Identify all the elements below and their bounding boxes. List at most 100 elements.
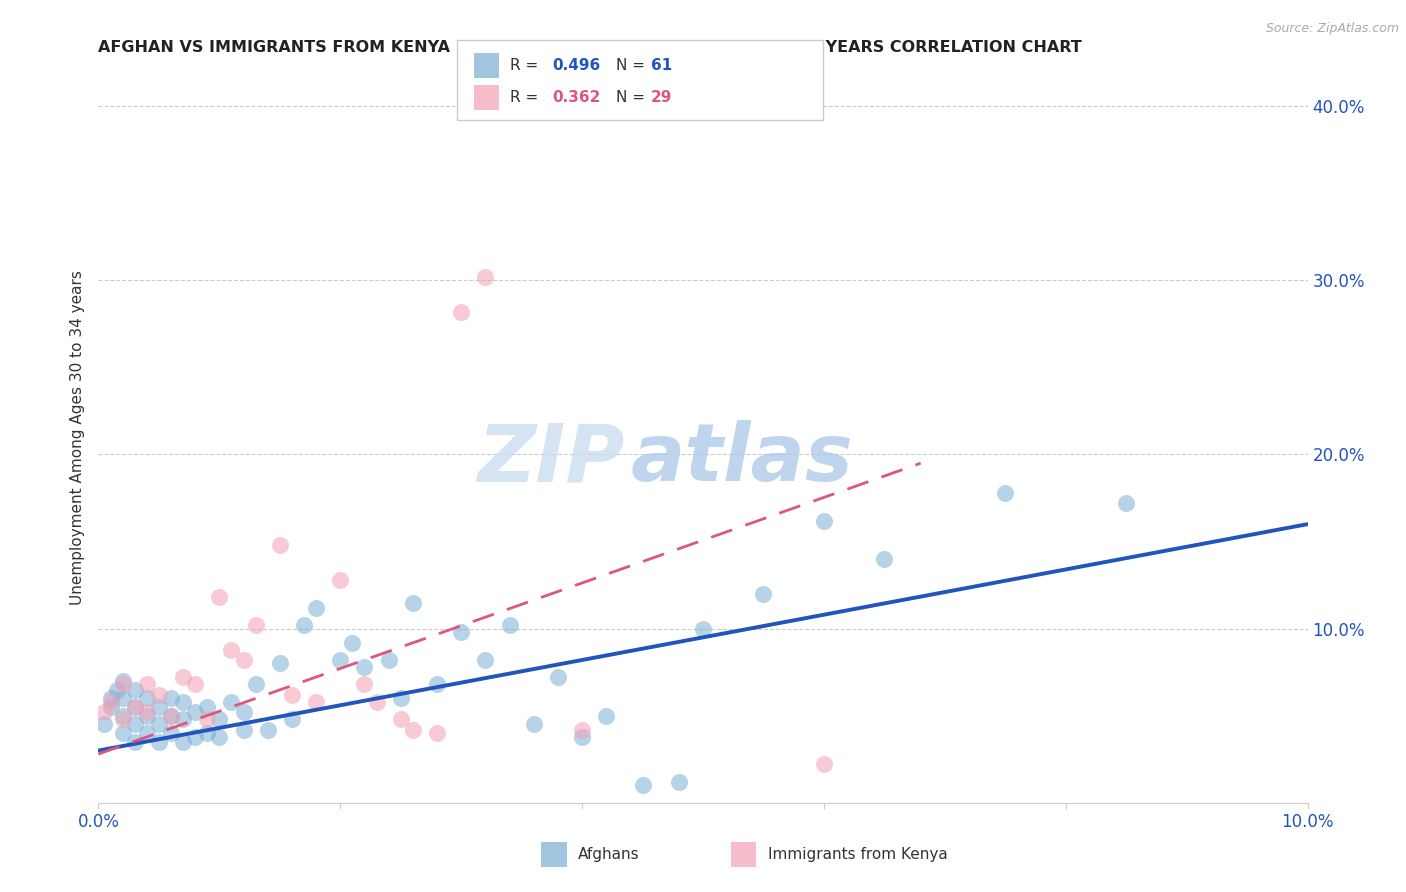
Point bbox=[135, 677, 157, 691]
Point bbox=[353, 660, 375, 674]
Text: R =: R = bbox=[510, 58, 544, 73]
Text: N =: N = bbox=[616, 58, 650, 73]
Point bbox=[135, 708, 157, 723]
Point bbox=[256, 723, 278, 737]
Point bbox=[135, 726, 157, 740]
Point bbox=[474, 269, 496, 284]
Point bbox=[1115, 496, 1137, 510]
Point bbox=[245, 677, 267, 691]
Point bbox=[813, 514, 835, 528]
Point bbox=[232, 705, 254, 719]
Point bbox=[124, 682, 146, 697]
Point bbox=[595, 708, 617, 723]
Text: 0.496: 0.496 bbox=[553, 58, 600, 73]
Text: Immigrants from Kenya: Immigrants from Kenya bbox=[768, 847, 948, 862]
Point bbox=[111, 673, 134, 688]
Point bbox=[172, 695, 194, 709]
Point bbox=[148, 717, 170, 731]
Point bbox=[124, 735, 146, 749]
Point bbox=[124, 717, 146, 731]
Point bbox=[692, 622, 714, 636]
Point bbox=[100, 691, 122, 706]
Point bbox=[184, 677, 207, 691]
Point bbox=[160, 691, 183, 706]
Point bbox=[426, 726, 449, 740]
Point bbox=[195, 712, 218, 726]
Point bbox=[389, 691, 412, 706]
Point bbox=[450, 304, 472, 318]
Point bbox=[329, 653, 352, 667]
Point bbox=[402, 595, 425, 609]
Point bbox=[269, 538, 291, 552]
Point bbox=[208, 712, 231, 726]
Point bbox=[353, 677, 375, 691]
Text: Source: ZipAtlas.com: Source: ZipAtlas.com bbox=[1265, 22, 1399, 36]
Text: N =: N = bbox=[616, 90, 650, 105]
Point bbox=[124, 700, 146, 714]
Point bbox=[668, 775, 690, 789]
Point bbox=[402, 723, 425, 737]
Point bbox=[292, 618, 315, 632]
Point bbox=[172, 670, 194, 684]
Point bbox=[111, 712, 134, 726]
Text: atlas: atlas bbox=[630, 420, 853, 498]
Point bbox=[450, 625, 472, 640]
Point bbox=[135, 691, 157, 706]
Point bbox=[366, 695, 388, 709]
Point bbox=[124, 700, 146, 714]
Point bbox=[305, 695, 328, 709]
Text: 29: 29 bbox=[651, 90, 672, 105]
Point bbox=[148, 700, 170, 714]
Point bbox=[245, 618, 267, 632]
Point bbox=[377, 653, 399, 667]
Text: 0.362: 0.362 bbox=[553, 90, 600, 105]
Point bbox=[184, 730, 207, 744]
Text: AFGHAN VS IMMIGRANTS FROM KENYA UNEMPLOYMENT AMONG AGES 30 TO 34 YEARS CORRELATI: AFGHAN VS IMMIGRANTS FROM KENYA UNEMPLOY… bbox=[98, 40, 1083, 55]
Point bbox=[474, 653, 496, 667]
Point bbox=[160, 708, 183, 723]
Point bbox=[221, 695, 243, 709]
Point bbox=[571, 723, 593, 737]
Text: Afghans: Afghans bbox=[578, 847, 640, 862]
Point bbox=[208, 591, 231, 605]
Point bbox=[571, 730, 593, 744]
Point bbox=[111, 677, 134, 691]
Point bbox=[813, 757, 835, 772]
Point bbox=[111, 708, 134, 723]
Point bbox=[172, 735, 194, 749]
Point bbox=[208, 730, 231, 744]
Point bbox=[631, 778, 654, 792]
Point bbox=[93, 717, 115, 731]
Point bbox=[160, 726, 183, 740]
Point bbox=[269, 657, 291, 671]
Text: 61: 61 bbox=[651, 58, 672, 73]
Point bbox=[281, 688, 304, 702]
Point bbox=[111, 726, 134, 740]
Point bbox=[426, 677, 449, 691]
Point bbox=[105, 682, 128, 697]
Point bbox=[752, 587, 775, 601]
Point bbox=[135, 705, 157, 719]
Point bbox=[523, 717, 546, 731]
Point bbox=[195, 700, 218, 714]
Point bbox=[93, 705, 115, 719]
Point bbox=[160, 708, 183, 723]
Y-axis label: Unemployment Among Ages 30 to 34 years: Unemployment Among Ages 30 to 34 years bbox=[69, 269, 84, 605]
Point bbox=[232, 723, 254, 737]
Point bbox=[221, 642, 243, 657]
Point bbox=[547, 670, 569, 684]
Point bbox=[100, 700, 122, 714]
Point bbox=[281, 712, 304, 726]
Point bbox=[232, 653, 254, 667]
Point bbox=[172, 712, 194, 726]
Point bbox=[100, 695, 122, 709]
Point bbox=[305, 600, 328, 615]
Point bbox=[873, 552, 896, 566]
Text: R =: R = bbox=[510, 90, 544, 105]
Text: ZIP: ZIP bbox=[477, 420, 624, 498]
Point bbox=[184, 705, 207, 719]
Point bbox=[148, 735, 170, 749]
Point bbox=[389, 712, 412, 726]
Point bbox=[148, 688, 170, 702]
Point bbox=[994, 485, 1017, 500]
